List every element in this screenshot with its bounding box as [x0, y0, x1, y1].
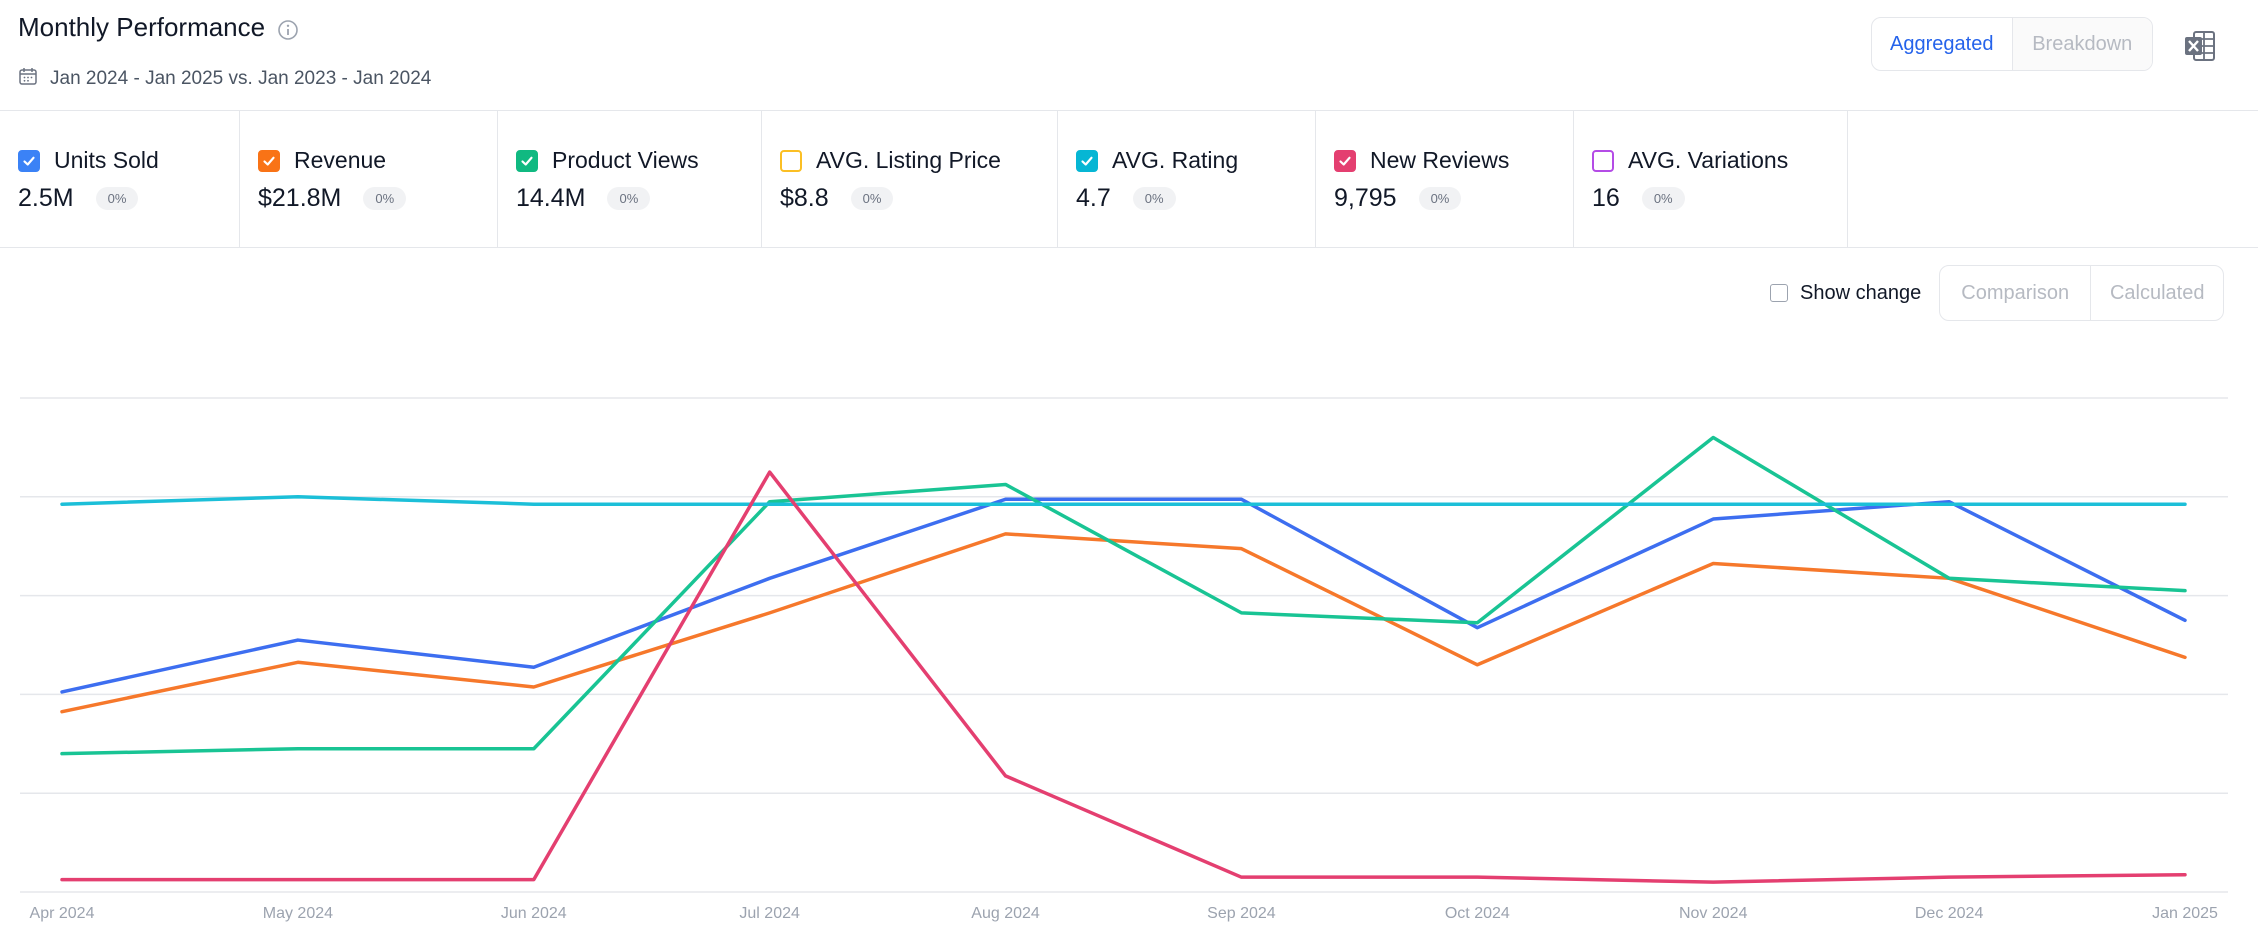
change-badge: 0% [850, 187, 894, 210]
checkbox-revenue[interactable] [258, 149, 280, 172]
x-tick-label: Jan 2025 [2152, 905, 2218, 922]
page-title: Monthly Performance [18, 12, 299, 43]
checkbox-avg-rating[interactable] [1076, 149, 1098, 172]
aggregated-tab[interactable]: Aggregated [1890, 32, 1994, 55]
metric-value: 2.5M [18, 184, 74, 212]
date-range-text: Jan 2024 - Jan 2025 vs. Jan 2023 - Jan 2… [50, 68, 432, 89]
metric-label: AVG. Rating [1112, 147, 1239, 173]
metric-card-avg-listing-price[interactable]: AVG. Listing Price $8.8 0% [762, 111, 1058, 247]
checkbox-avg-variations[interactable] [1592, 149, 1614, 172]
header-divider [0, 110, 2258, 111]
header: Monthly Performance Jan 2024 - Jan 2025 … [0, 0, 2258, 110]
show-change-label: Show change [1800, 281, 1922, 304]
comparison-toggle: Comparison Calculated [1939, 265, 2225, 321]
line-chart: Apr 2024 May 2024 Jun 2024 Jul 2024 Aug 2024… [20, 397, 2228, 922]
metric-label: Product Views [552, 147, 699, 173]
excel-export-icon[interactable] [2182, 28, 2218, 64]
metric-label: AVG. Listing Price [816, 147, 1001, 173]
calculated-tab[interactable]: Calculated [2090, 266, 2223, 320]
metric-card-product-views[interactable]: Product Views 14.4M 0% [498, 111, 762, 247]
metric-label: New Reviews [1370, 147, 1510, 173]
metric-value: $21.8M [258, 184, 342, 212]
checkbox-product-views[interactable] [516, 149, 538, 172]
metric-value: 14.4M [516, 184, 586, 212]
change-badge: 0% [1418, 187, 1462, 210]
x-tick-label: Sep 2024 [1207, 905, 1276, 922]
metric-card-revenue[interactable]: Revenue $21.8M 0% [240, 111, 498, 247]
x-tick-label: Apr 2024 [30, 905, 95, 922]
metric-card-units-sold[interactable]: Units Sold 2.5M 0% [0, 111, 240, 247]
metric-label: Revenue [294, 147, 387, 173]
comparison-tab[interactable]: Comparison [1961, 281, 2070, 304]
checkbox-units-sold[interactable] [18, 149, 40, 172]
series-line-new-reviews[interactable] [60, 470, 2187, 884]
metrics-divider [0, 247, 2258, 248]
metric-value: 9,795 [1334, 184, 1397, 212]
checkbox-avg-listing-price[interactable] [780, 149, 802, 172]
change-badge: 0% [1641, 187, 1685, 210]
metric-card-avg-rating[interactable]: AVG. Rating 4.7 0% [1058, 111, 1316, 247]
x-tick-label: Nov 2024 [1679, 905, 1748, 922]
metric-card-avg-variations[interactable]: AVG. Variations 16 0% [1574, 111, 1848, 247]
x-tick-label: Jun 2024 [501, 905, 567, 922]
x-tick-label: Jul 2024 [739, 905, 800, 922]
change-badge: 0% [363, 187, 407, 210]
metric-value: 4.7 [1076, 184, 1111, 212]
x-tick-label: May 2024 [263, 905, 333, 922]
metric-cards: Units Sold 2.5M 0% Revenue $21.8M 0% Pro… [0, 111, 1848, 247]
date-range[interactable]: Jan 2024 - Jan 2025 vs. Jan 2023 - Jan 2… [18, 66, 431, 92]
change-badge: 0% [607, 187, 651, 210]
info-icon[interactable] [277, 17, 299, 40]
metric-label: AVG. Variations [1628, 147, 1789, 173]
series-line-product-views[interactable] [60, 435, 2187, 756]
calendar-icon [18, 66, 38, 92]
change-badge: 0% [95, 187, 139, 210]
x-tick-label: Oct 2024 [1445, 905, 1510, 922]
metric-card-new-reviews[interactable]: New Reviews 9,795 0% [1316, 111, 1574, 247]
show-change-checkbox[interactable] [1770, 284, 1788, 302]
show-change-toggle[interactable]: Show change [1770, 282, 1921, 305]
x-tick-label: Aug 2024 [971, 905, 1040, 922]
view-toggle: Aggregated Breakdown [1871, 17, 2153, 71]
change-badge: 0% [1132, 187, 1176, 210]
metric-value: $8.8 [780, 184, 829, 212]
metric-value: 16 [1592, 184, 1620, 212]
x-tick-label: Dec 2024 [1915, 905, 1984, 922]
checkbox-new-reviews[interactable] [1334, 149, 1356, 172]
series-line-units-sold[interactable] [60, 497, 2187, 694]
metric-label: Units Sold [54, 147, 159, 173]
series-line-revenue[interactable] [60, 532, 2187, 714]
title-text: Monthly Performance [18, 12, 266, 42]
breakdown-tab[interactable]: Breakdown [2011, 18, 2152, 70]
series-line-avg-rating[interactable] [60, 495, 2187, 506]
chart-controls: Show change Comparison Calculated [1770, 265, 2225, 321]
